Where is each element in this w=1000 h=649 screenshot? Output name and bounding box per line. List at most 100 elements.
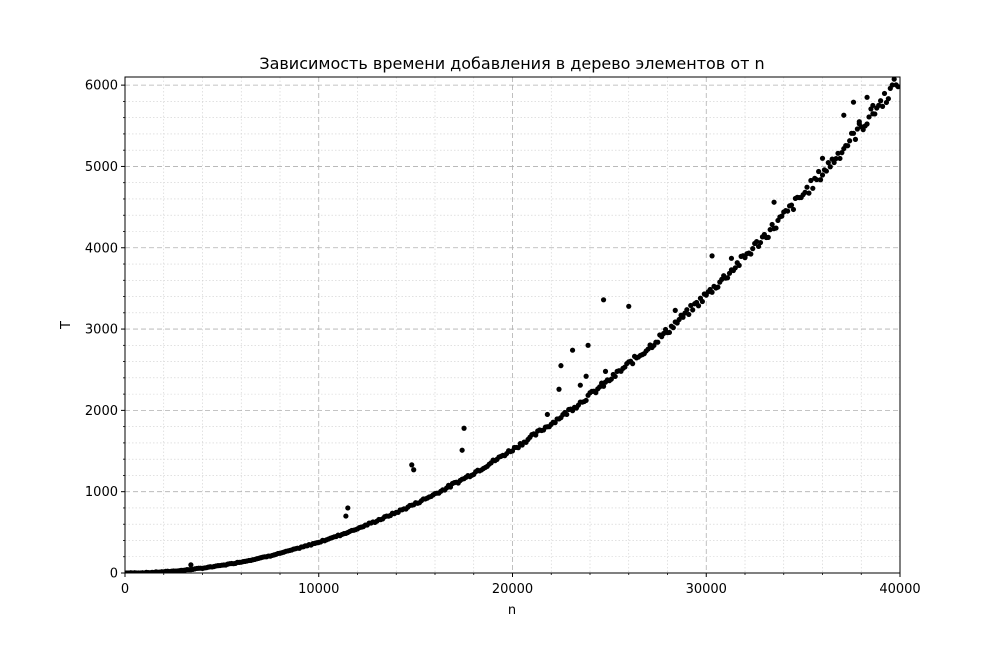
data-point xyxy=(680,314,686,320)
y-tick-label: 4000 xyxy=(85,241,118,256)
data-point xyxy=(878,98,884,104)
data-point xyxy=(672,307,678,313)
data-point xyxy=(695,303,702,309)
data-point xyxy=(577,382,583,388)
data-point xyxy=(684,307,690,313)
y-tick-label: 2000 xyxy=(85,404,118,419)
data-point xyxy=(757,239,764,246)
data-point xyxy=(839,150,845,156)
data-point xyxy=(885,96,891,102)
y-tick-label: 0 xyxy=(110,567,118,582)
data-point xyxy=(699,298,705,305)
x-tick-label: 20000 xyxy=(492,582,533,597)
data-point xyxy=(569,347,576,353)
data-point xyxy=(850,130,857,136)
chart-title: Зависимость времени добавления в дерево … xyxy=(259,54,764,73)
data-point xyxy=(814,177,820,183)
data-point xyxy=(411,467,417,473)
data-point xyxy=(823,168,829,174)
data-point xyxy=(790,206,797,213)
data-point xyxy=(870,102,876,109)
data-point xyxy=(819,172,826,178)
x-tick-label: 10000 xyxy=(298,582,339,597)
data-point xyxy=(666,329,673,336)
axis-ticks xyxy=(121,84,901,577)
data-point xyxy=(630,361,636,367)
data-point xyxy=(755,243,762,250)
data-point xyxy=(728,255,735,261)
minor-grid xyxy=(125,77,900,573)
data-point xyxy=(806,190,812,196)
data-point xyxy=(409,462,415,468)
data-point xyxy=(785,208,791,214)
data-point xyxy=(895,84,900,90)
data-point xyxy=(583,397,589,404)
data-point xyxy=(736,262,742,268)
data-point xyxy=(864,94,870,100)
data-point xyxy=(850,99,857,105)
x-tick-label: 0 xyxy=(121,582,129,597)
data-point xyxy=(732,265,738,271)
data-point xyxy=(810,185,816,191)
y-tick-label: 5000 xyxy=(85,160,118,175)
data-point xyxy=(459,447,465,453)
data-point xyxy=(802,189,808,195)
data-point xyxy=(765,234,771,240)
data-point xyxy=(608,376,614,382)
data-point xyxy=(897,70,902,75)
data-point xyxy=(556,386,562,392)
data-point xyxy=(602,368,609,374)
data-point xyxy=(819,155,826,161)
data-point xyxy=(881,90,888,97)
data-point xyxy=(779,213,785,219)
data-point xyxy=(879,103,886,109)
data-point xyxy=(827,164,833,170)
y-tick-label: 6000 xyxy=(85,79,118,94)
x-tick-label: 40000 xyxy=(879,582,920,597)
data-point xyxy=(773,225,779,231)
data-point xyxy=(769,221,775,228)
data-point xyxy=(804,184,810,190)
data-point xyxy=(724,275,731,281)
data-point xyxy=(583,373,589,379)
data-point xyxy=(593,390,599,396)
data-point xyxy=(585,342,591,348)
data-point xyxy=(676,316,682,323)
data-point xyxy=(816,168,822,175)
data-point xyxy=(872,111,878,117)
data-point xyxy=(533,432,539,438)
data-point xyxy=(866,114,872,120)
data-point xyxy=(709,253,715,259)
data-point xyxy=(690,307,696,313)
data-point xyxy=(600,383,607,389)
data-point xyxy=(837,155,843,162)
x-tick-label: 30000 xyxy=(686,582,727,597)
data-point xyxy=(852,136,859,142)
data-point xyxy=(856,119,862,125)
data-point xyxy=(750,246,756,252)
data-points xyxy=(125,70,902,573)
y-axis-label: T xyxy=(59,321,74,330)
y-tick-label: 3000 xyxy=(85,323,118,338)
data-point xyxy=(889,82,895,88)
data-point xyxy=(564,411,570,418)
data-point xyxy=(847,138,853,144)
y-tick-label: 1000 xyxy=(85,485,118,500)
data-point xyxy=(600,297,607,303)
data-point xyxy=(788,202,795,208)
data-point xyxy=(825,160,831,166)
data-point xyxy=(661,330,667,337)
data-point xyxy=(343,513,349,519)
tick-labels: 0 10000 20000 30000 40000 0 1000 2000 3000 4000 50… xyxy=(85,79,921,597)
data-point xyxy=(626,303,632,309)
data-point xyxy=(742,255,748,261)
data-point xyxy=(612,373,618,380)
data-point xyxy=(515,445,521,451)
data-point xyxy=(845,143,851,149)
data-point xyxy=(709,289,715,295)
data-point xyxy=(655,339,661,345)
data-point xyxy=(688,302,694,309)
data-point xyxy=(864,121,870,127)
